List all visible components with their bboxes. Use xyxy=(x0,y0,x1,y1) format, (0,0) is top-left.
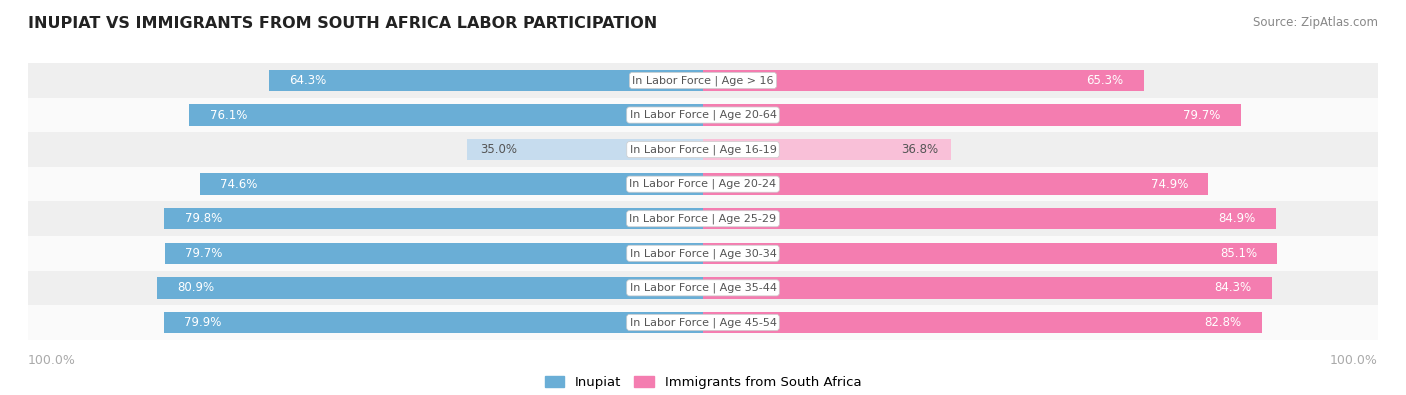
Bar xyxy=(703,277,1272,299)
Bar xyxy=(703,208,1277,229)
Text: In Labor Force | Age 16-19: In Labor Force | Age 16-19 xyxy=(630,144,776,155)
Bar xyxy=(200,173,703,195)
Text: In Labor Force | Age 25-29: In Labor Force | Age 25-29 xyxy=(630,213,776,224)
Bar xyxy=(165,243,703,264)
Bar xyxy=(703,104,1241,126)
Text: 36.8%: 36.8% xyxy=(901,143,938,156)
Text: 84.3%: 84.3% xyxy=(1215,281,1251,294)
Bar xyxy=(28,132,1378,167)
Bar xyxy=(28,167,1378,201)
Bar xyxy=(703,312,1261,333)
Text: In Labor Force | Age 20-24: In Labor Force | Age 20-24 xyxy=(630,179,776,190)
Bar xyxy=(190,104,703,126)
Text: 79.7%: 79.7% xyxy=(1184,109,1220,122)
Text: 74.9%: 74.9% xyxy=(1152,178,1188,191)
Text: 79.9%: 79.9% xyxy=(184,316,221,329)
Text: In Labor Force | Age 35-44: In Labor Force | Age 35-44 xyxy=(630,282,776,293)
Text: 100.0%: 100.0% xyxy=(28,354,76,367)
Text: In Labor Force | Age 30-34: In Labor Force | Age 30-34 xyxy=(630,248,776,259)
Bar xyxy=(28,201,1378,236)
Bar xyxy=(157,277,703,299)
Bar xyxy=(703,173,1209,195)
Bar xyxy=(467,139,703,160)
Text: 85.1%: 85.1% xyxy=(1220,247,1257,260)
Text: In Labor Force | Age > 16: In Labor Force | Age > 16 xyxy=(633,75,773,86)
Text: INUPIAT VS IMMIGRANTS FROM SOUTH AFRICA LABOR PARTICIPATION: INUPIAT VS IMMIGRANTS FROM SOUTH AFRICA … xyxy=(28,16,658,31)
Text: 64.3%: 64.3% xyxy=(290,74,326,87)
Text: 35.0%: 35.0% xyxy=(481,143,517,156)
Bar xyxy=(703,243,1277,264)
Bar xyxy=(703,70,1143,91)
Legend: Inupiat, Immigrants from South Africa: Inupiat, Immigrants from South Africa xyxy=(540,371,866,394)
Bar xyxy=(703,139,952,160)
Text: 79.7%: 79.7% xyxy=(186,247,222,260)
Text: In Labor Force | Age 45-54: In Labor Force | Age 45-54 xyxy=(630,317,776,328)
Bar xyxy=(28,305,1378,340)
Bar xyxy=(269,70,703,91)
Text: 80.9%: 80.9% xyxy=(177,281,214,294)
Text: 84.9%: 84.9% xyxy=(1219,212,1256,225)
Text: 74.6%: 74.6% xyxy=(219,178,257,191)
Bar xyxy=(28,98,1378,132)
Bar xyxy=(163,312,703,333)
Text: 82.8%: 82.8% xyxy=(1205,316,1241,329)
Text: 100.0%: 100.0% xyxy=(1330,354,1378,367)
Text: Source: ZipAtlas.com: Source: ZipAtlas.com xyxy=(1253,16,1378,29)
Bar xyxy=(28,236,1378,271)
Bar xyxy=(28,271,1378,305)
Text: In Labor Force | Age 20-64: In Labor Force | Age 20-64 xyxy=(630,110,776,120)
Bar xyxy=(165,208,703,229)
Text: 79.8%: 79.8% xyxy=(184,212,222,225)
Text: 65.3%: 65.3% xyxy=(1087,74,1123,87)
Bar xyxy=(28,63,1378,98)
Text: 76.1%: 76.1% xyxy=(209,109,247,122)
